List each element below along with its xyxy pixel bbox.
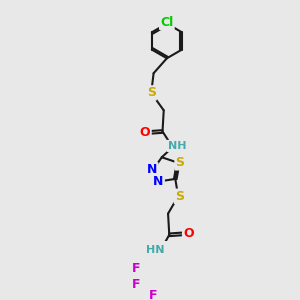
Text: N: N [147, 163, 157, 176]
Text: O: O [183, 227, 194, 240]
Text: N: N [153, 175, 164, 188]
Text: HN: HN [146, 245, 164, 255]
Text: Cl: Cl [160, 16, 173, 29]
Text: S: S [147, 86, 156, 100]
Text: O: O [140, 126, 151, 139]
Text: F: F [132, 262, 140, 275]
Text: NH: NH [168, 141, 186, 151]
Text: F: F [132, 278, 140, 291]
Text: S: S [176, 156, 184, 169]
Text: S: S [175, 190, 184, 203]
Text: F: F [148, 289, 157, 300]
